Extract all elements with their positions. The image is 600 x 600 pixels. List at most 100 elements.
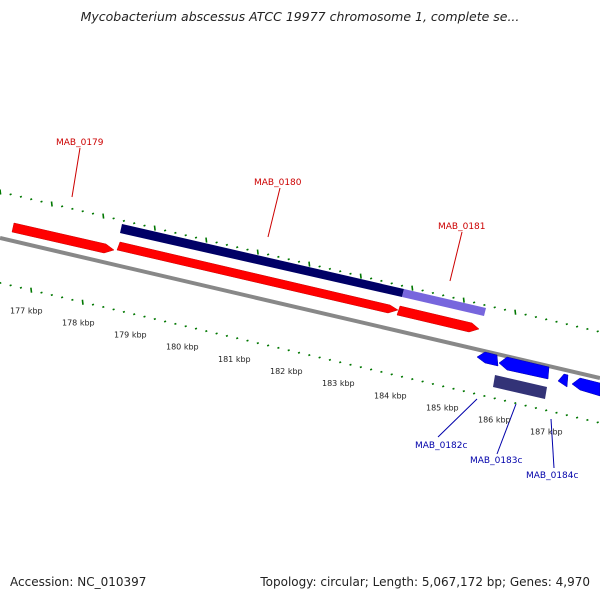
ruler-minor-tick [586, 327, 589, 331]
gene-arrow-mab0181[interactable] [396, 305, 480, 333]
ruler-minor-tick [596, 330, 599, 333]
gene-arrow-mab0182c[interactable] [476, 351, 499, 367]
gene-arrow-mab0183c[interactable] [498, 356, 550, 380]
gene-label-mab0183c[interactable]: MAB_0183c [470, 456, 523, 466]
ruler-minor-tick [9, 193, 12, 196]
ruler-minor-tick [174, 231, 177, 234]
ruler-minor-tick [287, 258, 290, 261]
ruler-minor-tick [174, 322, 177, 325]
ruler-minor-tick [596, 421, 599, 424]
gene-arrow-mab0184c[interactable] [557, 373, 569, 388]
ruler-minor-tick [555, 411, 558, 414]
ruler-minor-tick [29, 198, 33, 201]
ruler-minor-tick [472, 301, 476, 304]
gene-arrow-next[interactable] [571, 377, 600, 397]
ruler-minor-tick [112, 217, 115, 220]
leader-mab0179 [71, 147, 81, 198]
ruler-tick-label: 187 kbp [530, 428, 563, 437]
ruler-minor-tick [122, 310, 126, 313]
ruler-minor-tick [565, 414, 569, 417]
ruler-minor-tick [308, 353, 311, 357]
ruler-minor-tick [163, 320, 167, 323]
ruler-minor-tick [235, 246, 239, 249]
ruler-minor-tick [441, 385, 445, 388]
chromosome-backbone [0, 236, 600, 380]
gene-label-mab0179[interactable]: MAB_0179 [56, 138, 104, 148]
ruler-minor-tick [452, 387, 455, 390]
gene-label-mab0182c[interactable]: MAB_0182c [415, 441, 468, 451]
ruler-minor-tick [163, 229, 167, 232]
leader-mab0183c [496, 403, 517, 455]
ruler-minor-tick [297, 260, 301, 263]
ruler-minor-tick [143, 315, 146, 318]
ruler-major-tick [30, 287, 33, 293]
ruler-minor-tick [91, 303, 95, 306]
ruler-minor-tick [266, 344, 270, 347]
ruler-tick-label: 182 kbp [270, 367, 303, 376]
ruler-minor-tick [349, 363, 352, 366]
ruler-minor-tick [297, 351, 301, 354]
ruler-minor-tick [287, 349, 290, 352]
ruler-tick-label: 177 kbp [10, 306, 43, 315]
ruler-major-tick [308, 261, 311, 267]
gene-arrow-mab0180[interactable] [116, 241, 399, 314]
ruler-minor-tick [266, 253, 270, 256]
ruler-minor-tick [318, 265, 321, 268]
gene-label-mab0184c[interactable]: MAB_0184c [526, 471, 579, 481]
genome-summary: Topology: circular; Length: 5,067,172 bp… [260, 575, 590, 589]
ruler-minor-tick [503, 399, 507, 402]
ruler-major-tick [205, 237, 208, 243]
ruler-minor-tick [256, 341, 260, 345]
ruler-major-tick [81, 299, 84, 305]
ruler-tick-label: 184 kbp [374, 391, 407, 400]
ruler-major-tick [102, 213, 105, 219]
cds-bar-mab0181[interactable] [402, 289, 486, 316]
ruler-minor-tick [493, 306, 496, 309]
ruler-minor-tick [246, 248, 249, 251]
cds-bar-mab0183c[interactable] [493, 375, 547, 399]
ruler-minor-tick [194, 236, 198, 239]
ruler-minor-tick [565, 323, 569, 326]
cds-bar-mab0180[interactable] [120, 224, 404, 297]
ruler-minor-tick [153, 317, 157, 321]
ruler-minor-tick [544, 409, 548, 412]
ruler-minor-tick [277, 346, 280, 350]
ruler-minor-tick [431, 291, 435, 295]
ruler-minor-tick [225, 334, 229, 337]
ruler-minor-tick [359, 365, 363, 369]
ruler-minor-tick [524, 313, 527, 316]
ruler-minor-tick [534, 406, 538, 410]
ruler-major-tick [0, 189, 2, 195]
ruler-tick-label: 179 kbp [114, 331, 147, 340]
ruler-major-tick [359, 273, 362, 279]
ruler-minor-tick [421, 289, 424, 292]
ruler-major-tick [153, 225, 156, 231]
ruler-minor-tick [143, 224, 146, 227]
ruler-minor-tick [483, 394, 486, 398]
ruler-tick-label: 183 kbp [322, 379, 355, 388]
gene-label-mab0180[interactable]: MAB_0180 [254, 178, 302, 188]
ruler-minor-tick [132, 313, 136, 316]
ruler-minor-tick [71, 207, 74, 210]
ruler-minor-tick [19, 195, 23, 198]
ruler-minor-tick [421, 380, 424, 383]
ruler-major-tick [462, 297, 465, 303]
ruler-tick-label: 181 kbp [218, 355, 251, 364]
ruler-minor-tick [60, 296, 64, 299]
ruler-minor-tick [9, 284, 12, 287]
ruler-minor-tick [194, 327, 198, 330]
ruler-minor-tick [318, 356, 321, 359]
gene-label-mab0181[interactable]: MAB_0181 [438, 222, 486, 232]
leader-mab0184c [550, 418, 555, 469]
ruler-minor-tick [122, 219, 126, 222]
ruler-major-tick [411, 285, 414, 291]
ruler-minor-tick [0, 281, 2, 284]
ruler-minor-tick [215, 332, 218, 335]
ruler-minor-tick [493, 397, 496, 400]
ruler-tick-label: 186 kbp [478, 416, 511, 425]
ruler-minor-tick [555, 320, 558, 323]
leader-mab0180 [267, 187, 281, 238]
gene-arrow-mab0179[interactable] [11, 222, 115, 254]
ruler-minor-tick [246, 339, 249, 342]
